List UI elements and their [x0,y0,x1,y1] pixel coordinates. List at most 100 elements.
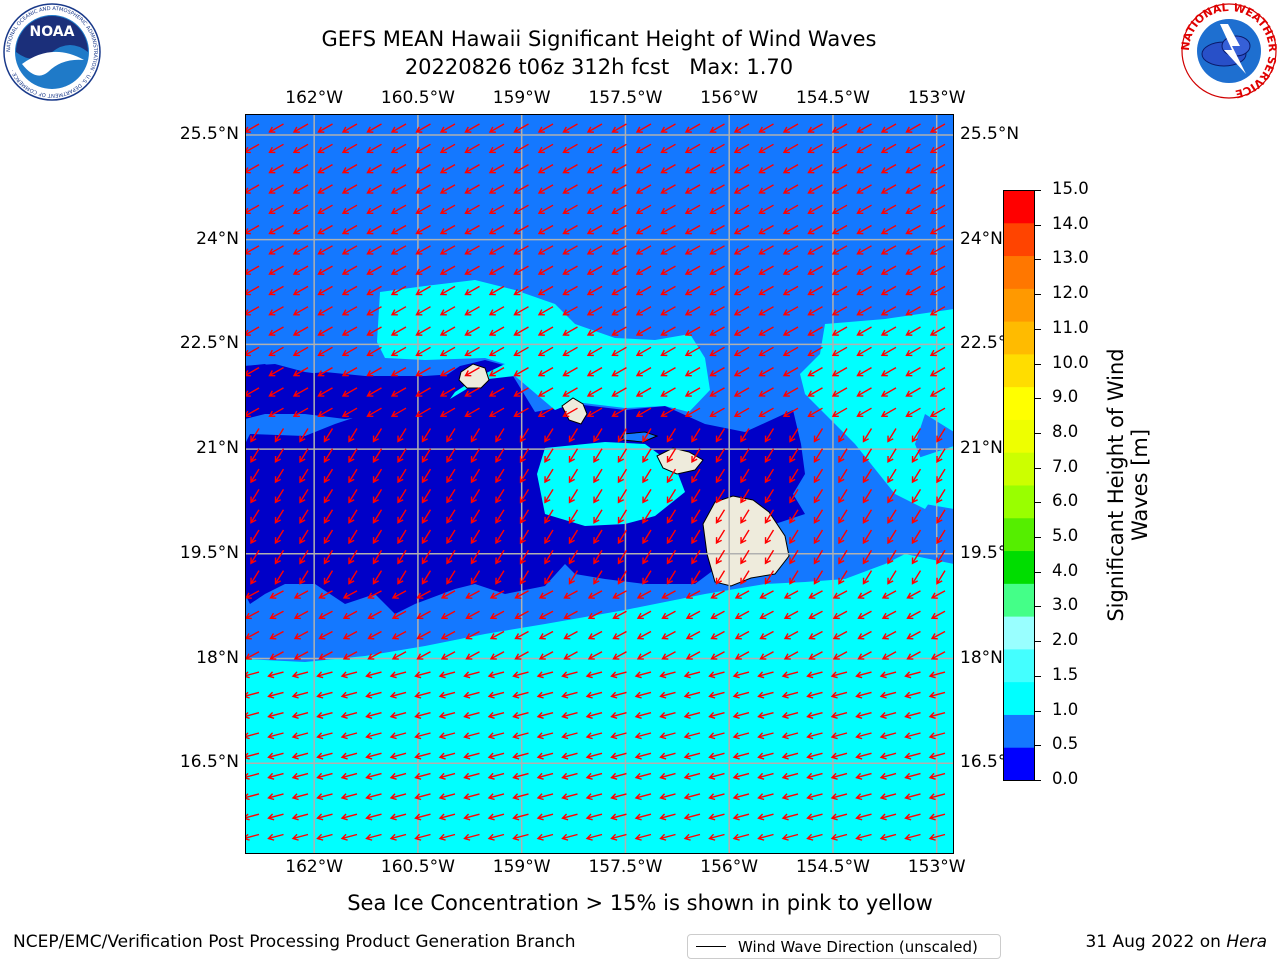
wave-direction-arrow [537,387,554,397]
wave-direction-arrow [758,204,774,215]
wave-direction-arrow [936,468,946,484]
wave-direction-arrow [807,204,823,215]
wave-direction-arrow [317,346,333,357]
wave-direction-arrow [292,285,309,296]
wave-direction-arrow [764,570,775,585]
wave-direction-arrow [887,468,897,484]
wave-direction-arrow [862,489,873,504]
wave-direction-arrow [732,732,750,740]
colorbar-band [1003,747,1035,781]
wave-direction-arrow [642,509,652,524]
wave-direction-arrow [317,265,333,275]
wave-direction-arrow [611,346,627,357]
wave-direction-arrow [610,813,627,821]
wave-direction-arrow [245,306,260,316]
wave-direction-arrow [634,671,652,679]
wave-direction-arrow [782,366,799,377]
wave-direction-arrow [709,123,725,133]
wave-direction-arrow [372,428,383,443]
wave-direction-arrow [642,549,652,565]
wave-direction-arrow [464,387,480,397]
wave-direction-arrow [267,712,284,719]
wave-direction-arrow [316,691,333,699]
longitude-label-bottom: 159°W [492,857,551,877]
colorbar [1003,190,1035,781]
colorbar-tick-mark [1035,363,1041,365]
wave-direction-arrow [617,428,628,443]
wave-direction-arrow [856,387,872,397]
wave-direction-arrow [904,712,921,719]
wave-direction-arrow [813,509,824,524]
wave-direction-arrow [636,610,652,620]
wave-direction-arrow [855,813,872,821]
longitude-label-bottom: 160.5°W [380,857,455,877]
wave-direction-arrow [536,671,554,679]
wave-direction-arrow [397,428,407,443]
wave-direction-arrow [635,407,652,418]
wave-direction-arrow [340,833,358,841]
map-panel: Wind Wave Direction (unscaled) [245,114,1001,959]
wave-direction-arrow [740,489,750,504]
wave-direction-arrow [544,448,554,463]
wave-direction-arrow [561,813,578,821]
wave-direction-arrow [245,143,260,154]
wave-direction-arrow [830,772,848,780]
wave-direction-arrow [245,833,260,841]
wave-direction-arrow [513,123,529,133]
wave-direction-arrow [708,732,725,740]
wave-direction-arrow [390,184,407,194]
wave-direction-arrow [414,793,431,801]
wave-direction-arrow [513,366,529,377]
wave-direction-arrow [340,793,358,801]
wave-direction-arrow [317,366,333,377]
wave-direction-arrow [831,143,848,154]
wave-direction-arrow [660,326,676,336]
wave-direction-arrow [519,489,530,504]
wave-direction-arrow [783,651,799,660]
wave-direction-arrow [366,387,382,397]
wave-direction-arrow [292,123,309,133]
wave-direction-arrow [905,265,921,275]
wave-direction-arrow [495,468,505,484]
wave-direction-arrow [832,651,848,660]
wave-direction-arrow [562,346,578,357]
wave-direction-arrow [838,468,848,484]
wave-direction-arrow [317,224,333,235]
latitude-label-right: 24°N [960,228,1003,249]
wave-direction-arrow [911,549,922,565]
wave-direction-arrow [340,772,358,780]
wave-direction-arrow [389,833,407,841]
wave-direction-arrow [733,143,750,154]
wave-direction-arrow [611,224,627,235]
wave-direction-arrow [561,671,578,679]
wave-direction-arrow [512,671,529,679]
wave-direction-arrow [813,549,824,565]
wave-direction-arrow [929,143,946,154]
wave-direction-arrow [586,143,603,154]
wave-direction-arrow [887,489,897,504]
wave-direction-arrow [488,407,505,418]
wave-direction-arrow [660,224,676,235]
wave-direction-arrow [463,793,480,801]
wave-direction-arrow [299,570,309,585]
wave-direction-arrow [537,245,554,255]
wave-direction-arrow [611,285,627,296]
wave-direction-arrow [635,204,652,215]
colorbar-tick-label: 9.0 [1052,387,1079,407]
wave-direction-arrow [340,712,358,719]
wave-direction-arrow [789,549,799,565]
wave-direction-arrow [512,793,529,801]
wave-direction-arrow [291,712,309,719]
wave-direction-arrow [759,610,774,620]
wave-direction-arrow [832,590,848,599]
wave-direction-arrow [514,590,529,599]
longitude-label-top: 159°W [492,88,551,108]
wave-direction-arrow [391,651,407,660]
wave-direction-arrow [831,245,848,255]
wave-direction-arrow [414,813,431,821]
wave-direction-arrow [806,833,823,841]
wave-direction-arrow [732,712,750,719]
wave-direction-arrow [389,671,407,679]
wave-direction-arrow [691,570,701,585]
wave-direction-arrow [789,529,799,545]
